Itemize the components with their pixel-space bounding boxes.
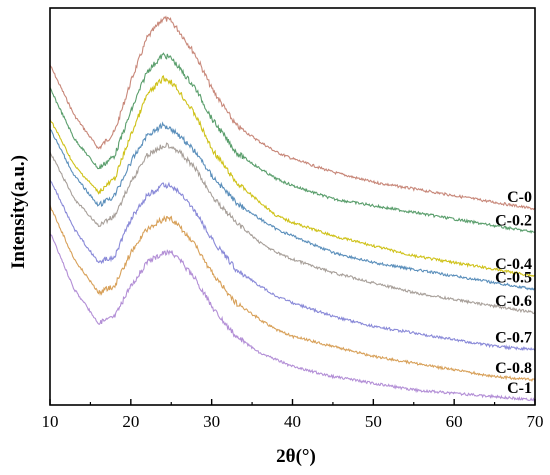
axes: 10 20 30 40 50 60 70 <box>42 7 544 431</box>
series-line-c-0 <box>49 15 535 211</box>
series-line-c-0-8 <box>49 204 536 382</box>
series-label-c-0-7: C-0.7 <box>495 330 532 347</box>
series-line-c-0-6 <box>49 142 536 315</box>
x-tick-label: 30 <box>203 412 220 431</box>
series-labels: C-0 C-0.2 C-0.4C-0.5 C-0.6 C-0.7 C-0.8 C-1 <box>495 189 532 397</box>
series-label-c-1: C-1 <box>507 380 532 397</box>
series-line-c-0-7 <box>49 179 536 352</box>
x-tick-label: 10 <box>42 412 59 431</box>
series-layer <box>49 15 536 403</box>
x-tick-label: 60 <box>446 412 463 431</box>
y-axis-title: Intensity(a.u.) <box>8 155 29 269</box>
x-tick-label: 20 <box>122 412 139 431</box>
series-line-c-0-2 <box>49 52 535 234</box>
series-line-c-0-5 <box>49 121 536 291</box>
series-line-c-0-4 <box>49 75 536 278</box>
series-label-c-0-6: C-0.6 <box>495 293 532 310</box>
x-axis-title: 2θ(°) <box>276 446 316 467</box>
series-label-c-0-8: C-0.8 <box>495 360 532 377</box>
x-tick-label: 40 <box>284 412 301 431</box>
series-label-c-0-5: C-0.5 <box>495 269 532 286</box>
series-label-c-0-2: C-0.2 <box>495 213 532 230</box>
series-label-c-0: C-0 <box>507 189 532 206</box>
x-tick-label: 50 <box>365 412 382 431</box>
series-label-c-0-4: C-0.4 <box>495 256 532 273</box>
plot-frame <box>49 7 536 406</box>
series-line-c-1 <box>49 233 536 403</box>
x-tick-label: 70 <box>527 412 544 431</box>
